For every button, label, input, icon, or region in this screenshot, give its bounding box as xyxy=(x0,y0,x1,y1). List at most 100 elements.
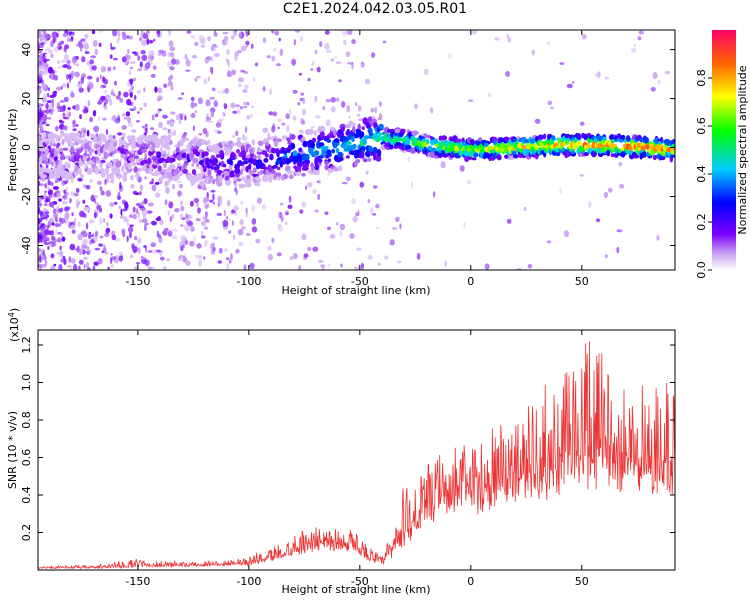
heatmap-cell xyxy=(191,163,195,167)
heatmap-cell xyxy=(245,40,250,46)
heatmap-cell xyxy=(248,163,252,171)
heatmap-cell xyxy=(48,201,55,208)
heatmap-cell xyxy=(136,262,140,265)
heatmap-cell xyxy=(155,249,162,253)
heatmap-cell xyxy=(60,233,64,238)
heatmap-cell xyxy=(126,142,131,146)
heatmap-cell xyxy=(60,258,66,263)
heatmap-cell xyxy=(110,258,113,264)
heatmap-cell xyxy=(189,152,194,159)
heatmap-cell xyxy=(187,176,192,181)
heatmap-cell xyxy=(87,100,90,107)
heatmap-cell xyxy=(367,254,373,260)
heatmap-cell xyxy=(299,36,304,42)
heatmap-cell xyxy=(231,69,236,76)
heatmap-cell xyxy=(141,218,148,223)
heatmap-cell xyxy=(99,162,103,168)
heatmap-cell xyxy=(185,69,191,72)
heatmap-cell xyxy=(70,258,76,264)
heatmap-cell xyxy=(235,249,240,253)
heatmap-cell xyxy=(144,222,149,226)
heatmap-cell xyxy=(47,176,50,180)
heatmap-cell xyxy=(71,229,76,234)
heatmap-cell xyxy=(288,195,292,203)
heatmap-cell xyxy=(38,34,41,39)
heatmap-cell xyxy=(337,165,343,172)
heatmap-cell xyxy=(86,75,93,80)
heatmap-cell xyxy=(470,139,475,146)
heatmap-cell xyxy=(223,113,226,117)
heatmap-cell xyxy=(39,177,45,181)
heatmap-cell xyxy=(248,148,254,154)
heatmap-cell xyxy=(168,76,172,82)
heatmap-cell xyxy=(141,149,148,153)
heatmap-cell xyxy=(102,138,108,143)
heatmap-cell xyxy=(637,36,642,41)
heatmap-cell xyxy=(300,92,305,96)
heatmap-cell xyxy=(129,231,132,239)
heatmap-cell xyxy=(127,162,132,170)
heatmap-cell xyxy=(281,135,288,140)
heatmap-cell xyxy=(70,191,75,197)
heatmap-cell xyxy=(194,78,198,82)
heatmap-cell xyxy=(88,159,94,166)
heatmap-cell xyxy=(345,155,350,159)
heatmap-cell xyxy=(203,226,209,230)
heatmap-cell xyxy=(104,232,110,238)
heatmap-cell xyxy=(88,141,93,147)
heatmap-cell xyxy=(57,135,63,139)
heatmap-cell xyxy=(213,45,216,52)
heatmap-cell xyxy=(59,250,64,258)
heatmap-cell xyxy=(91,65,97,71)
heatmap-cell xyxy=(319,41,323,48)
heatmap-cell xyxy=(240,45,247,52)
heatmap-cell xyxy=(262,127,269,133)
heatmap-cell xyxy=(255,238,261,244)
heatmap-cell xyxy=(199,181,204,187)
heatmap-cell xyxy=(263,158,269,163)
heatmap-cell xyxy=(48,168,54,174)
heatmap-cell xyxy=(151,178,154,185)
heatmap-cell xyxy=(621,134,626,141)
heatmap-cell xyxy=(228,230,232,234)
heatmap-cell xyxy=(129,108,135,112)
spectrogram-ticks: -150 -100 -50 0 50 -40 -20 0 20 40 xyxy=(20,30,675,288)
heatmap-cell xyxy=(115,255,120,258)
heatmap-cell xyxy=(181,92,185,96)
heatmap-cell xyxy=(144,152,147,159)
heatmap-cell xyxy=(161,168,168,173)
heatmap-cell xyxy=(232,134,236,138)
heatmap-cell xyxy=(257,140,264,146)
heatmap-cell xyxy=(119,181,122,190)
heatmap-cell xyxy=(88,82,94,90)
heatmap-cell xyxy=(105,251,109,255)
heatmap-cell xyxy=(56,102,61,110)
heatmap-cell xyxy=(66,82,69,89)
spectrogram-ytick-label: 40 xyxy=(20,43,33,57)
heatmap-cell xyxy=(177,190,182,197)
heatmap-cell xyxy=(484,263,490,270)
heatmap-cell xyxy=(38,235,43,243)
heatmap-cell xyxy=(139,184,144,191)
heatmap-cell xyxy=(577,133,581,140)
heatmap-cell xyxy=(169,216,172,223)
heatmap-cell xyxy=(176,180,182,184)
heatmap-cell xyxy=(666,139,671,146)
heatmap-cell xyxy=(271,30,275,34)
heatmap-cell xyxy=(180,213,184,220)
heatmap-cell xyxy=(187,147,191,155)
heatmap-cell xyxy=(69,77,72,83)
heatmap-cell xyxy=(90,55,97,59)
heatmap-cell xyxy=(318,158,323,163)
heatmap-cell xyxy=(205,99,211,107)
heatmap-cell xyxy=(223,248,229,252)
heatmap-cell xyxy=(551,135,556,141)
heatmap-cell xyxy=(137,68,143,71)
heatmap-cell xyxy=(71,56,78,64)
heatmap-cell xyxy=(305,159,310,165)
heatmap-cell xyxy=(312,246,319,252)
heatmap-cell xyxy=(183,162,189,166)
heatmap-cell xyxy=(494,37,500,41)
heatmap-cell xyxy=(171,52,175,58)
heatmap-cell xyxy=(43,193,47,198)
